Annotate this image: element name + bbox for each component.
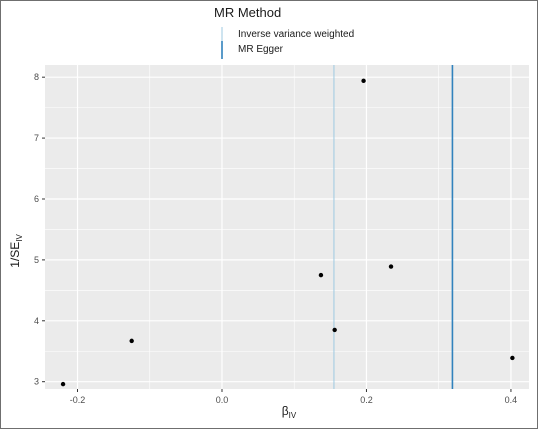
data-point: [510, 355, 515, 361]
y-axis-title: 1/SEIV: [8, 234, 24, 268]
x-tick-label: 0.0: [216, 395, 229, 405]
data-point: [129, 338, 134, 344]
x-axis-title-sub: IV: [289, 411, 297, 420]
y-tick-label: 5: [34, 255, 39, 265]
plot-panel: [45, 65, 529, 389]
legend-label-ivw: Inverse variance weighted: [238, 29, 354, 40]
data-points: [60, 78, 515, 387]
legend: MR Method Inverse variance weighted MR E…: [214, 5, 354, 59]
data-point: [332, 327, 337, 333]
y-tick-label: 4: [34, 316, 39, 326]
legend-title: MR Method: [214, 5, 281, 20]
x-axis-title: βIV: [282, 404, 297, 420]
x-axis-ticks: -0.2 0.0 0.2 0.4: [70, 389, 517, 405]
y-tick-label: 6: [34, 194, 39, 204]
method-lines: [333, 65, 454, 389]
y-axis-title-main: 1/SE: [8, 242, 22, 268]
grid-lines: [45, 65, 529, 389]
y-axis-title-sub: IV: [15, 234, 24, 242]
data-point: [361, 78, 366, 84]
y-tick-label: 7: [34, 133, 39, 143]
x-tick-label: 0.4: [505, 395, 518, 405]
data-point: [318, 272, 324, 278]
data-point: [60, 381, 66, 387]
x-tick-label: 0.2: [360, 395, 373, 405]
y-axis-ticks: 3 4 5 6 7 8: [34, 72, 45, 387]
x-tick-label: -0.2: [70, 395, 86, 405]
legend-label-egger: MR Egger: [238, 44, 284, 55]
y-tick-label: 3: [34, 377, 39, 387]
x-axis-title-main: β: [282, 404, 289, 418]
data-point: [388, 264, 394, 269]
y-tick-label: 8: [34, 72, 39, 82]
